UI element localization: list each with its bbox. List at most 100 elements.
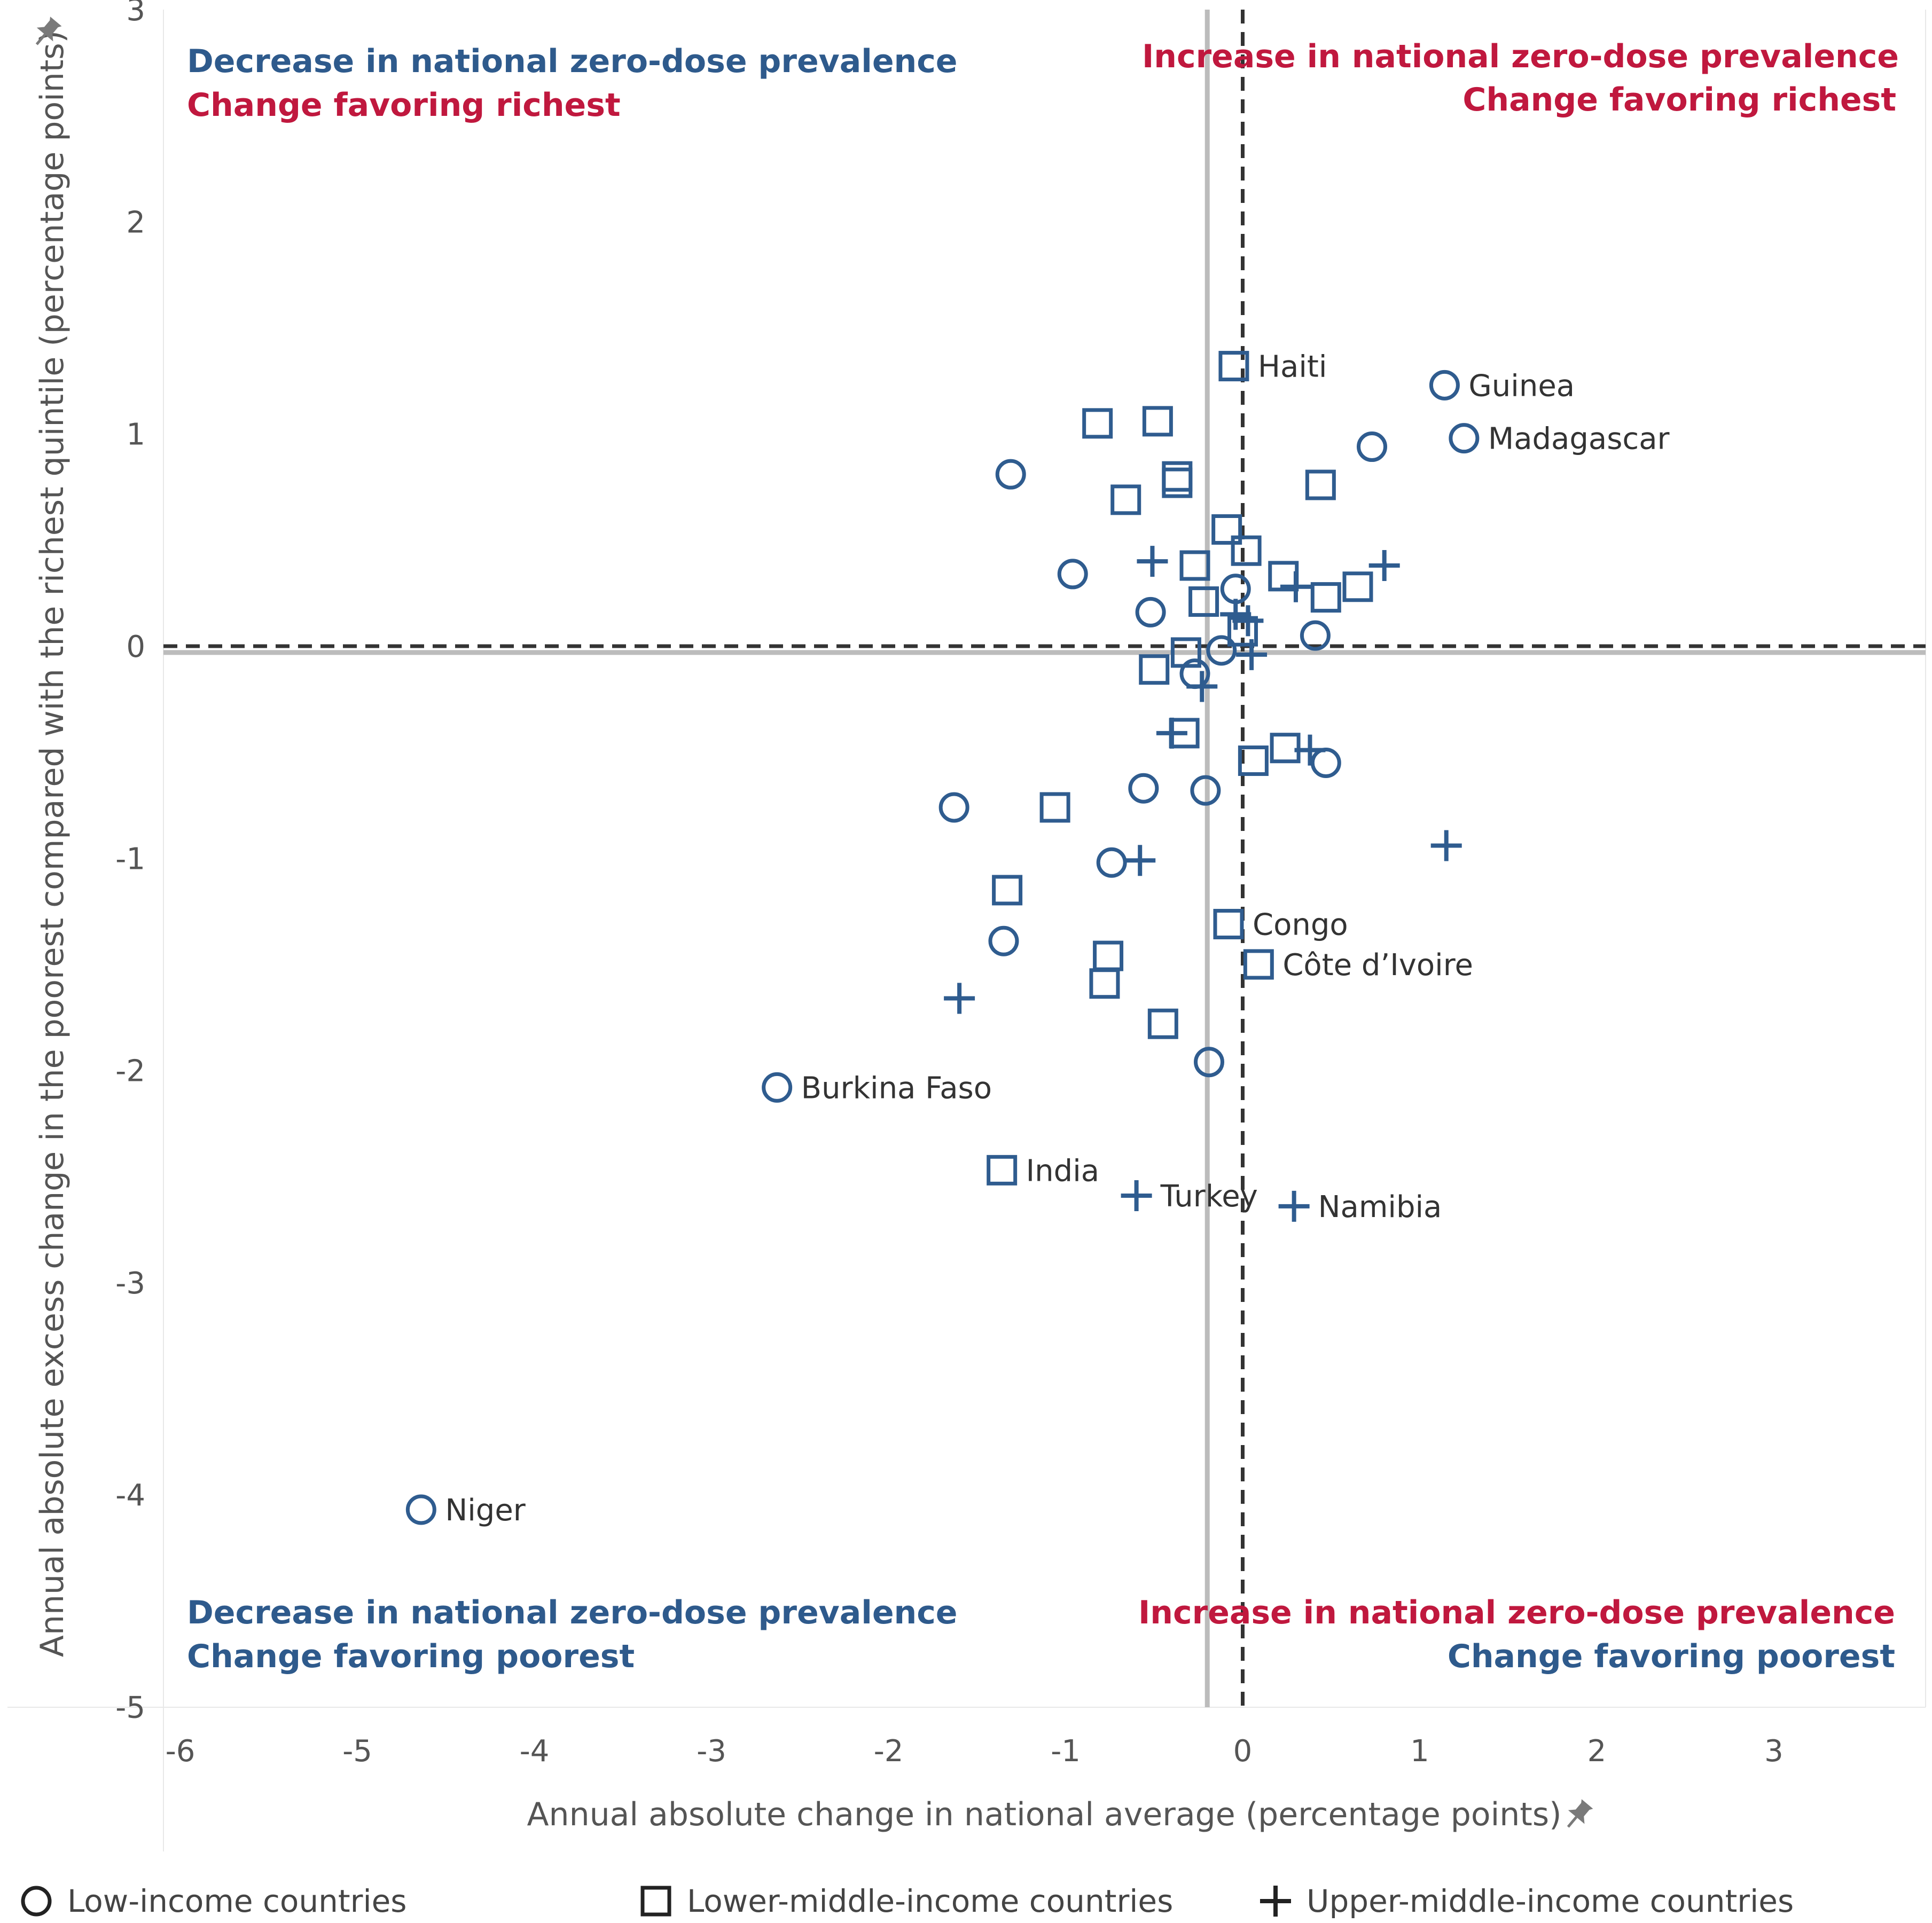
point-label: Niger [445, 1493, 526, 1528]
plus-point [1137, 546, 1168, 577]
square-point [1093, 940, 1124, 971]
point-label: Turkey [1160, 1179, 1258, 1214]
circle-point [1429, 370, 1460, 401]
x-tick-label: 0 [1233, 1734, 1253, 1769]
pin-icon [1567, 1799, 1593, 1828]
circle-point [1449, 423, 1480, 454]
square-point [1243, 949, 1274, 980]
circle-point [988, 925, 1019, 956]
x-tick-label: -4 [520, 1734, 550, 1769]
square-point [1211, 514, 1242, 545]
point-label: Burkina Faso [801, 1071, 992, 1105]
y-tick-label: 0 [126, 630, 145, 664]
x-tick-label: 2 [1587, 1734, 1607, 1769]
square-point [1227, 616, 1258, 647]
quadrant-bottom-right-line2: Change favoring poorest [1448, 1638, 1895, 1675]
legend-label: Upper-middle-income countries [1307, 1883, 1794, 1919]
circle-point [1096, 847, 1127, 878]
plus-point [1236, 639, 1268, 670]
circle-point [1194, 1047, 1225, 1078]
x-tick-label: -3 [697, 1734, 726, 1769]
circle-point [1128, 773, 1159, 804]
square-point [1170, 637, 1201, 668]
square-point [1179, 550, 1210, 581]
square-point [1162, 467, 1193, 498]
square-point [1089, 968, 1120, 999]
plus-point [1294, 734, 1326, 766]
circle-point [1310, 748, 1341, 779]
pin-icon [35, 17, 62, 45]
square-point [1305, 469, 1336, 500]
legend-label: Low-income countries [67, 1883, 407, 1919]
quadrant-top-right-line1: Increase in national zero-dose prevalenc… [1142, 38, 1899, 75]
y-axis-title: Annual absolute excess change in the poo… [34, 30, 71, 1657]
square-point [1142, 406, 1173, 437]
square-point [1147, 1008, 1178, 1039]
square-point [1238, 745, 1269, 776]
circle-point [1220, 574, 1251, 605]
square-point [992, 875, 1023, 906]
y-tick-label: 3 [126, 0, 145, 28]
point-label: Côte d’Ivoire [1282, 948, 1473, 983]
square-point [1342, 571, 1373, 602]
circle-point [1135, 596, 1166, 627]
point-label: India [1026, 1153, 1099, 1188]
circle-point [1300, 620, 1331, 651]
plus-point [1430, 830, 1462, 861]
quadrant-bottom-left-line1: Decrease in national zero-dose prevalenc… [187, 1594, 958, 1631]
y-tick-label: 2 [126, 205, 145, 240]
square-point [1139, 654, 1170, 685]
point-label: Madagascar [1488, 422, 1670, 457]
plus-point [944, 983, 975, 1014]
square-point [1162, 461, 1193, 492]
circle-point [995, 459, 1026, 490]
square-point [1039, 792, 1070, 823]
plus-point [1368, 550, 1400, 582]
x-tick-label: -6 [166, 1734, 195, 1769]
legend-plus-icon [1260, 1886, 1291, 1917]
plus-point [1121, 1180, 1152, 1212]
quadrant-top-left-line2: Change favoring richest [187, 87, 621, 124]
circle-point [1057, 559, 1088, 590]
x-tick-label: 3 [1764, 1734, 1784, 1769]
circle-point [1190, 775, 1221, 806]
quadrant-bottom-left-line2: Change favoring poorest [187, 1638, 635, 1675]
x-axis-title: Annual absolute change in national avera… [527, 1796, 1562, 1833]
circle-point [762, 1072, 793, 1103]
point-label: Congo [1253, 907, 1348, 942]
circle-point [1356, 431, 1387, 462]
quadrant-top-left-line1: Decrease in national zero-dose prevalenc… [187, 43, 958, 80]
x-tick-label: 1 [1410, 1734, 1429, 1769]
plus-point [1124, 845, 1156, 876]
x-tick-label: -1 [1051, 1734, 1081, 1769]
point-label: Namibia [1318, 1190, 1442, 1225]
y-tick-label: -4 [115, 1478, 145, 1513]
square-point [1231, 535, 1262, 566]
y-tick-label: 1 [126, 418, 145, 452]
square-point [1110, 484, 1141, 515]
plus-point [1156, 717, 1187, 749]
x-tick-label: -5 [342, 1734, 372, 1769]
y-tick-label: -1 [115, 842, 145, 876]
square-point [1188, 586, 1219, 617]
y-tick-label: -5 [115, 1691, 145, 1725]
circle-point [405, 1494, 436, 1525]
quadrant-top-right-line2: Change favoring richest [1462, 81, 1896, 119]
legend-label: Lower-middle-income countries [687, 1883, 1173, 1919]
square-point [1310, 582, 1341, 613]
legend-square-icon [640, 1886, 671, 1917]
square-point [987, 1155, 1018, 1186]
quadrant-bottom-right-line1: Increase in national zero-dose prevalenc… [1138, 1594, 1895, 1631]
square-point [1218, 351, 1249, 382]
legend-circle-icon [21, 1886, 52, 1917]
square-point [1082, 408, 1113, 439]
point-label: Haiti [1258, 350, 1327, 384]
y-tick-label: -2 [115, 1054, 145, 1089]
plus-point [1280, 571, 1311, 602]
plus-point [1186, 671, 1218, 702]
plus-point [1278, 1190, 1310, 1222]
circle-point [938, 792, 969, 823]
x-tick-label: -2 [874, 1734, 904, 1769]
